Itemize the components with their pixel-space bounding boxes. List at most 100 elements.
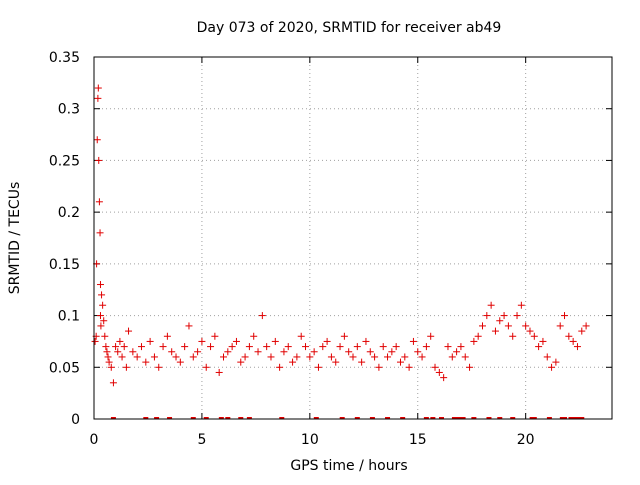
data-point: [224, 348, 232, 356]
data-point: [211, 332, 219, 340]
y-tick-label: 0.25: [49, 153, 80, 169]
data-point: [267, 353, 275, 361]
y-tick-label: 0: [71, 412, 80, 428]
data-point: [427, 332, 435, 340]
data-point: [565, 332, 573, 340]
data-point: [332, 358, 340, 366]
data-point: [461, 353, 469, 361]
data-point: [582, 322, 590, 330]
data-point: [302, 343, 310, 351]
data-point: [435, 368, 443, 376]
data-point: [517, 301, 525, 309]
data-point: [94, 94, 102, 102]
data-point: [172, 353, 180, 361]
data-point: [245, 343, 253, 351]
data-point: [189, 353, 197, 361]
data-point: [375, 363, 383, 371]
data-point: [96, 281, 104, 289]
y-tick-label: 0.15: [49, 257, 80, 273]
x-tick-label: 20: [517, 432, 535, 448]
data-point: [401, 353, 409, 361]
data-point: [109, 379, 117, 387]
data-point: [120, 343, 128, 351]
y-tick-label: 0.1: [58, 309, 80, 325]
data-point: [578, 327, 586, 335]
x-tick-label: 0: [90, 432, 99, 448]
data-point: [543, 353, 551, 361]
data-point: [112, 343, 120, 351]
data-point: [552, 358, 560, 366]
data-point: [125, 327, 133, 335]
data-point: [220, 353, 227, 361]
data-point: [306, 353, 314, 361]
data-point: [241, 353, 249, 361]
data-point: [310, 348, 318, 356]
x-tick-label: 10: [301, 432, 319, 448]
data-point: [97, 322, 105, 330]
data-point: [396, 358, 404, 366]
data-point: [384, 353, 392, 361]
data-point: [513, 312, 521, 320]
data-point: [448, 353, 456, 361]
data-point: [100, 317, 108, 325]
data-point: [522, 322, 530, 330]
data-point: [431, 363, 439, 371]
data-point: [349, 353, 357, 361]
data-point: [491, 327, 499, 335]
data-points: [91, 84, 590, 387]
data-point: [198, 337, 206, 345]
data-point: [453, 348, 461, 356]
data-point: [535, 343, 543, 351]
data-point: [102, 343, 110, 351]
data-point: [159, 343, 167, 351]
plot-frame: [93, 56, 613, 420]
data-point: [237, 358, 245, 366]
data-point: [336, 343, 344, 351]
data-point: [323, 337, 331, 345]
data-point: [122, 363, 130, 371]
data-point: [414, 348, 422, 356]
data-point: [345, 348, 353, 356]
data-point: [371, 353, 379, 361]
data-point: [422, 343, 430, 351]
data-point: [366, 348, 374, 356]
data-point: [289, 358, 297, 366]
data-point: [353, 343, 361, 351]
data-point: [573, 343, 581, 351]
data-point: [129, 348, 137, 356]
data-point: [207, 343, 215, 351]
data-point: [94, 84, 102, 92]
data-point: [258, 312, 266, 320]
y-tick-label: 0.3: [58, 102, 80, 118]
y-axis-label: SRMTID / TECUs: [7, 182, 23, 295]
y-tick-labels: 0 0.05 0.1 0.15 0.2 0.25 0.3 0.35: [49, 50, 80, 428]
data-point: [116, 337, 124, 345]
chart-title: Day 073 of 2020, SRMTID for receiver ab4…: [197, 20, 502, 36]
data-point: [181, 343, 189, 351]
data-point: [405, 363, 413, 371]
data-point: [142, 358, 150, 366]
x-tick-labels: 0 5 10 15 20: [90, 432, 535, 448]
data-point: [379, 343, 387, 351]
data-point: [293, 353, 301, 361]
data-point: [250, 332, 258, 340]
data-point: [155, 363, 163, 371]
data-point: [105, 358, 113, 366]
data-point: [280, 348, 288, 356]
data-point: [440, 374, 448, 382]
data-point: [215, 368, 223, 376]
x-tick-label: 5: [197, 432, 206, 448]
data-point: [95, 156, 103, 164]
data-point: [99, 301, 107, 309]
data-point: [228, 343, 236, 351]
data-point: [340, 332, 348, 340]
data-point: [118, 353, 126, 361]
data-point: [444, 343, 452, 351]
data-point: [504, 322, 512, 330]
data-point: [254, 348, 262, 356]
data-point: [358, 358, 366, 366]
data-point: [104, 353, 112, 361]
data-point: [232, 337, 240, 345]
